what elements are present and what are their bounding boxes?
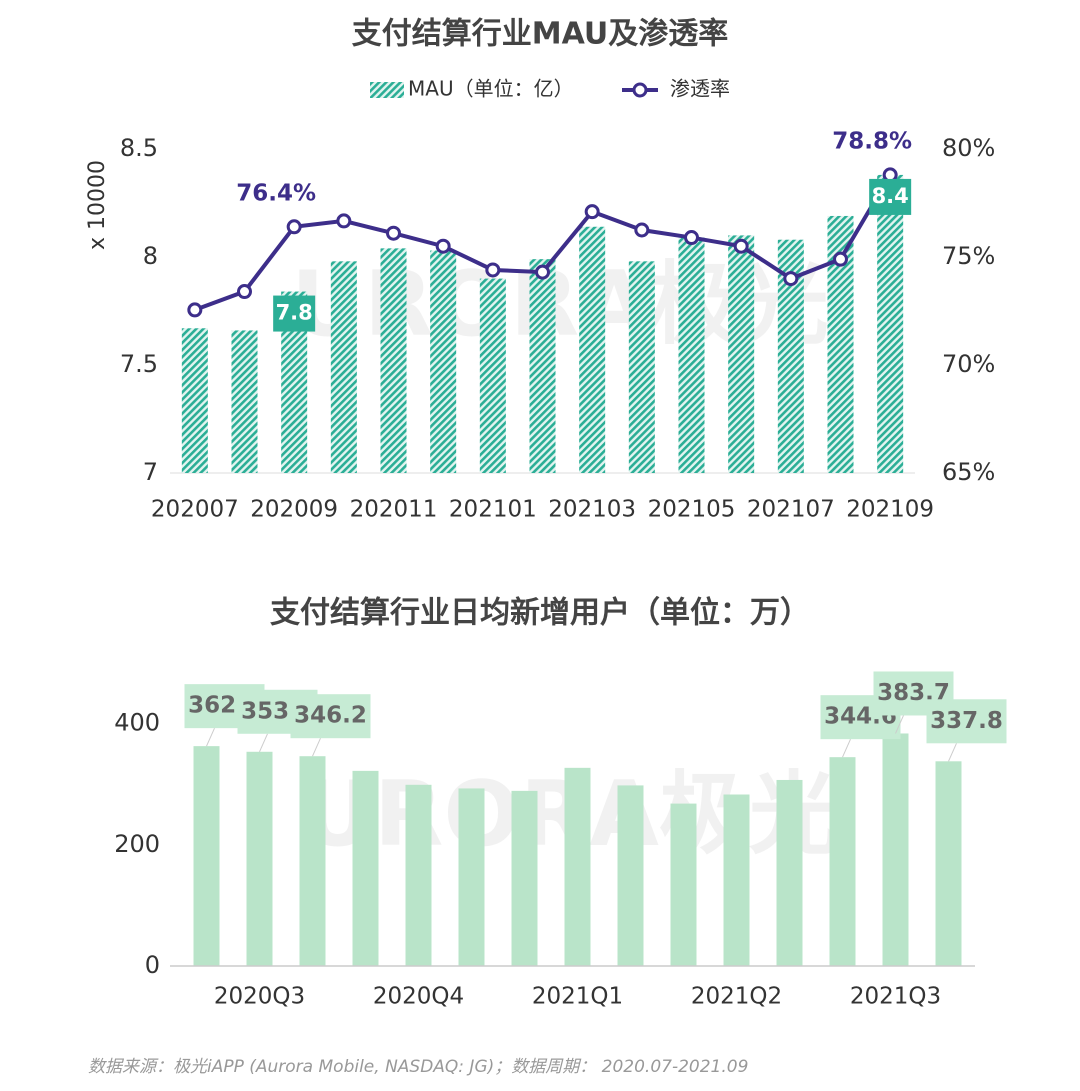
bar — [380, 248, 407, 473]
value-label: 76.4% — [236, 180, 316, 206]
chart-title: 支付结算行业日均新增用户（单位：万） — [270, 596, 810, 631]
x-tick-label: 2020Q3 — [214, 984, 305, 1010]
bar — [723, 794, 750, 966]
bar — [529, 259, 556, 473]
y-tick-label: 7 — [143, 458, 158, 486]
x-tick-label: 202011 — [350, 497, 438, 523]
x-tick-label: 2021Q1 — [532, 984, 623, 1010]
leader-line — [895, 715, 904, 734]
x-tick-label: 2021Q2 — [691, 984, 782, 1010]
point — [783, 271, 799, 287]
x-tick-label: 202105 — [648, 497, 736, 523]
bar — [628, 261, 655, 473]
y-tick-label: 8 — [143, 242, 158, 270]
bar — [330, 261, 357, 473]
bar — [935, 761, 962, 966]
x-tick-label: 202007 — [151, 497, 239, 523]
bar — [829, 757, 856, 966]
y2-tick-label: 70% — [942, 350, 995, 378]
leader-line — [259, 733, 268, 752]
y2-tick-label: 65% — [942, 458, 995, 486]
value-label-box — [869, 178, 912, 215]
value-label-box — [273, 295, 316, 332]
y-tick-label: 7.5 — [120, 350, 158, 378]
leader-line — [948, 743, 957, 762]
point — [286, 219, 302, 235]
bar — [458, 788, 485, 966]
chart-title: 支付结算行业MAU及渗透率 — [352, 17, 729, 52]
point — [733, 238, 749, 254]
y-tick-label: 0 — [145, 951, 160, 979]
bar — [617, 785, 644, 966]
x-tick-label: 202103 — [548, 497, 636, 523]
point — [535, 264, 550, 280]
bar — [882, 733, 909, 966]
bar — [299, 756, 326, 966]
point — [386, 225, 401, 241]
point — [584, 204, 600, 220]
bar — [678, 237, 705, 473]
bar — [231, 330, 258, 473]
value-label: 337.8 — [930, 708, 1003, 734]
leader-line — [312, 737, 321, 757]
point — [485, 262, 501, 278]
x-tick-label: 202109 — [846, 497, 934, 523]
value-label-box — [290, 694, 371, 739]
bar — [776, 779, 803, 966]
value-label: 7.8 — [276, 301, 313, 325]
leader-line — [206, 727, 215, 747]
bar — [511, 790, 538, 966]
bar — [193, 746, 220, 966]
legend-label: MAU（单位：亿） — [408, 77, 574, 101]
bar — [181, 328, 208, 473]
bar — [430, 250, 457, 473]
point — [336, 213, 352, 229]
x-tick-label: 202107 — [747, 497, 835, 523]
value-label: 346.2 — [294, 703, 367, 729]
x-tick-label: 2021Q3 — [850, 984, 941, 1010]
x-tick-label: 202101 — [449, 497, 537, 523]
bar — [877, 174, 904, 474]
source-note: 数据来源：极光iAPP (Aurora Mobile, NASDAQ: JG)；… — [88, 1057, 748, 1077]
point — [833, 251, 848, 267]
value-label: 78.8% — [832, 128, 912, 154]
point — [684, 230, 699, 246]
leader-line — [842, 738, 851, 758]
y-tick-label: 400 — [114, 709, 160, 737]
y-axis-label: x 10000 — [85, 160, 110, 250]
point — [634, 222, 650, 238]
point — [237, 284, 252, 300]
legend-swatch — [370, 82, 404, 98]
value-label: 8.4 — [872, 184, 909, 208]
y-tick-label: 200 — [114, 830, 160, 858]
bar — [405, 784, 432, 966]
y-tick-label: 8.5 — [120, 134, 158, 162]
bar — [579, 226, 606, 473]
y2-tick-label: 75% — [942, 242, 995, 270]
y2-tick-label: 80% — [942, 134, 995, 162]
bar — [564, 767, 591, 966]
x-tick-label: 202009 — [250, 497, 338, 523]
bar — [246, 751, 273, 966]
bar — [670, 803, 697, 966]
bar — [352, 770, 379, 966]
legend-swatch — [632, 82, 648, 98]
legend-label: 渗透率 — [670, 77, 730, 101]
value-label-box — [926, 699, 1007, 744]
point — [435, 238, 451, 254]
point — [187, 302, 203, 318]
bar — [479, 278, 506, 473]
x-tick-label: 2020Q4 — [373, 984, 464, 1010]
bar — [728, 235, 755, 473]
